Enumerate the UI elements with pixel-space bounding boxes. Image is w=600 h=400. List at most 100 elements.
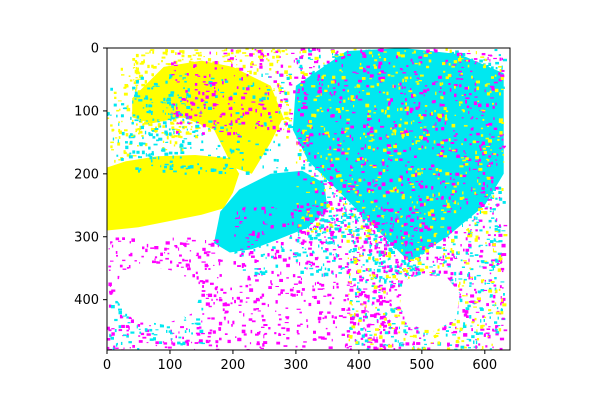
speckle	[424, 77, 426, 80]
speckle	[389, 233, 392, 236]
speckle	[249, 112, 251, 117]
speckle	[344, 224, 347, 227]
speckle	[261, 226, 266, 229]
speckle	[320, 205, 323, 207]
speckle	[464, 138, 467, 142]
speckle	[331, 192, 334, 195]
speckle	[414, 225, 416, 229]
speckle	[329, 182, 333, 185]
speckle	[375, 245, 378, 249]
speckle	[304, 105, 308, 110]
speckle	[364, 144, 366, 148]
speckle	[425, 133, 430, 136]
speckle	[301, 210, 305, 213]
speckle	[319, 107, 322, 109]
speckle	[321, 78, 324, 81]
speckle	[447, 73, 452, 78]
speckle	[394, 95, 397, 99]
speckle	[261, 73, 263, 77]
speckle	[345, 343, 348, 347]
speckle	[467, 273, 470, 277]
speckle	[288, 256, 291, 260]
speckle	[342, 316, 347, 319]
speckle	[289, 172, 294, 174]
speckle	[150, 114, 154, 117]
speckle	[424, 158, 429, 162]
speckle	[340, 207, 343, 210]
speckle	[369, 241, 372, 245]
speckle	[176, 81, 180, 83]
speckle	[415, 113, 419, 116]
speckle	[384, 322, 386, 324]
speckle	[347, 183, 352, 185]
speckle	[160, 101, 163, 103]
speckle	[239, 254, 242, 257]
speckle	[295, 345, 298, 348]
speckle	[313, 113, 317, 118]
speckle	[308, 51, 312, 53]
speckle	[382, 254, 385, 257]
speckle	[362, 264, 365, 266]
speckle	[440, 177, 443, 179]
speckle	[372, 191, 375, 193]
speckle	[405, 215, 407, 217]
speckle	[303, 195, 305, 199]
speckle	[361, 334, 365, 338]
speckle	[296, 137, 299, 139]
speckle	[409, 335, 414, 338]
speckle	[248, 252, 251, 256]
speckle	[466, 132, 470, 134]
speckle	[216, 239, 219, 243]
speckle	[347, 298, 349, 301]
speckle	[311, 140, 313, 144]
speckle	[473, 196, 476, 198]
speckle	[338, 158, 341, 162]
speckle	[233, 102, 236, 104]
speckle	[133, 79, 135, 81]
speckle	[315, 219, 318, 221]
speckle	[321, 165, 325, 169]
speckle	[500, 296, 502, 300]
speckle	[431, 97, 433, 99]
speckle	[431, 58, 435, 61]
speckle	[293, 209, 298, 212]
speckle	[350, 207, 354, 210]
speckle	[296, 174, 300, 179]
speckle	[370, 314, 375, 318]
speckle	[473, 123, 476, 126]
speckle	[400, 280, 404, 284]
speckle	[466, 201, 469, 205]
speckle	[459, 174, 463, 177]
speckle	[163, 68, 168, 71]
speckle	[321, 227, 323, 229]
speckle	[445, 189, 448, 193]
speckle	[239, 67, 244, 71]
speckle	[485, 244, 488, 247]
speckle	[464, 147, 467, 150]
speckle	[449, 322, 453, 325]
speckle	[328, 346, 333, 349]
speckle	[419, 217, 423, 220]
speckle	[435, 127, 438, 131]
speckle	[143, 59, 145, 62]
speckle	[174, 135, 178, 138]
speckle	[244, 100, 247, 102]
speckle	[500, 74, 505, 78]
speckle	[397, 93, 400, 97]
speckle	[448, 83, 451, 85]
speckle	[138, 129, 140, 133]
speckle	[377, 68, 381, 70]
speckle	[456, 319, 460, 324]
speckle	[415, 133, 419, 136]
speckle	[190, 101, 194, 105]
speckle	[359, 137, 362, 140]
speckle	[390, 217, 393, 221]
speckle	[260, 254, 264, 257]
speckle	[345, 109, 349, 112]
speckle	[183, 125, 188, 129]
speckle	[402, 55, 404, 60]
speckle	[440, 197, 444, 200]
speckle	[175, 111, 180, 115]
speckle	[420, 180, 423, 183]
speckle	[417, 216, 419, 220]
